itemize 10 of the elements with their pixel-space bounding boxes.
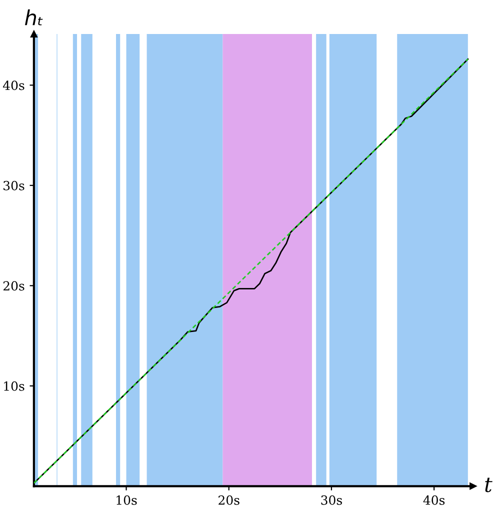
x-tick-label: 10s	[116, 495, 137, 505]
x-tick-label: 20s	[218, 495, 240, 505]
x-axis-title: t	[485, 478, 492, 492]
y-axis-title: hₜ	[24, 9, 43, 26]
x-tick-label: 30s	[321, 495, 342, 505]
y-tick-label: 40s	[2, 80, 24, 90]
x-tick-label: 40s	[423, 495, 445, 505]
y-tick-label: 10s	[4, 381, 24, 391]
y-tick-label: 20s	[3, 281, 24, 291]
y-tick-label: 30s	[4, 180, 24, 190]
